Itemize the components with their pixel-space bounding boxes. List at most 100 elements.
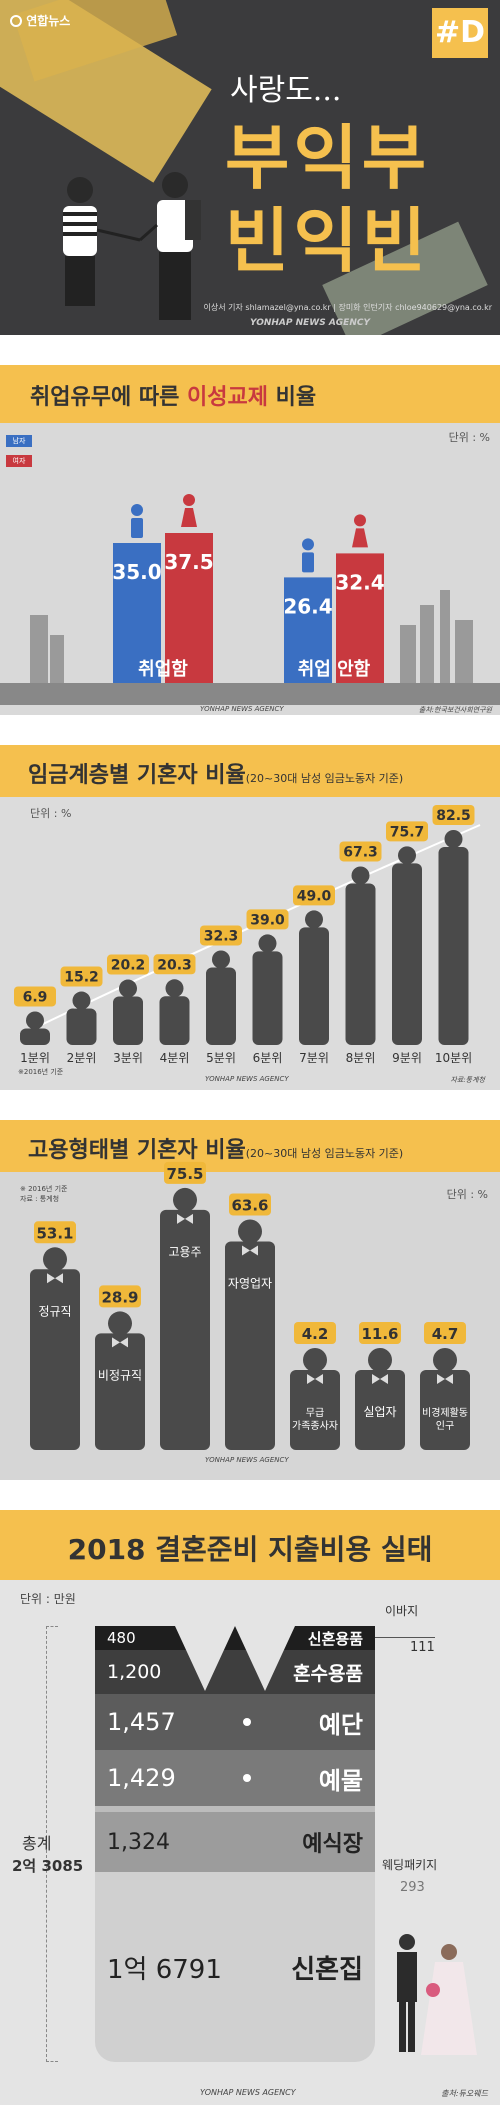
data-label: 20.3 xyxy=(157,957,192,973)
button-dot xyxy=(243,1718,252,1726)
bow-tie-icon xyxy=(47,1273,63,1284)
value-badge xyxy=(107,954,149,975)
category-label: 9분위 xyxy=(392,1051,422,1065)
couple-illustration xyxy=(63,172,201,320)
category-label: 취업 안함 xyxy=(298,658,371,680)
building-icon xyxy=(30,615,48,683)
bar xyxy=(20,1028,50,1045)
value-badge xyxy=(246,909,289,930)
cost-stack: 480 신혼용품 1,200 혼수용품 1,457 예단 1,429 예물 1,… xyxy=(95,1626,375,2062)
value-badge xyxy=(293,885,335,906)
data-label: 75.7 xyxy=(390,824,425,840)
agency-mark: YONHAP NEWS AGENCY xyxy=(205,1075,289,1083)
person-head-icon xyxy=(212,950,230,969)
person-icon xyxy=(131,518,143,538)
person-head-icon xyxy=(72,991,91,1010)
dating-rate-chart: 35.0 37.5 26.432.4 취업함 취업 안함 xyxy=(0,494,500,705)
section3-title-bar: 고용형태별 기혼자 비율(20~30대 남성 임금노동자 기준) xyxy=(0,1120,500,1172)
data-label: 11.6 xyxy=(361,1325,398,1343)
cost-row: 1,200 혼수용품 xyxy=(95,1650,375,1694)
person-head-icon xyxy=(368,1348,392,1372)
person-head-icon xyxy=(351,866,370,885)
bride-groom-illustration xyxy=(397,1934,477,2055)
total-label: 총계 xyxy=(22,1834,52,1853)
bar xyxy=(355,1370,405,1450)
person-head-icon xyxy=(444,830,463,848)
bow-tie-icon xyxy=(112,1337,128,1348)
ibaji-value: 111 xyxy=(410,1640,435,1655)
category-label: 가족종사자 xyxy=(292,1420,338,1432)
legend-female: 여자 xyxy=(6,455,32,467)
header-section: 연합뉴스 #D 사랑도... 부익부 빈익빈 이상서 기자 shlamazel@… xyxy=(0,0,500,335)
wage-marriage-chart: 6.9 1분위 15.2 2분위 20.2 3분위 20.3 4분위 32.3 5분위 39.0 6분… xyxy=(14,805,481,1065)
bar xyxy=(160,1209,210,1450)
data-label: 35.0 xyxy=(112,560,161,584)
category-label: 정규직 xyxy=(38,1304,71,1318)
data-label: 32.3 xyxy=(204,928,239,944)
cost-row: 1,457 예단 xyxy=(95,1694,375,1750)
section2-title-bar: 임금계층별 기혼자 비율(20~30대 남성 임금노동자 기준) xyxy=(0,745,500,797)
category-label: 자영업자 xyxy=(228,1276,272,1290)
legend-male: 남자 xyxy=(6,435,32,447)
employment-marriage-section: 고용형태별 기혼자 비율(20~30대 남성 임금노동자 기준) ※ 2016년… xyxy=(0,1120,500,1480)
bar xyxy=(345,883,376,1045)
value-badge xyxy=(99,1285,141,1308)
person-head-icon xyxy=(258,934,277,953)
data-label: 49.0 xyxy=(297,888,332,904)
total-value: 2억 3085 xyxy=(12,1857,84,1875)
unit-label: 단위 : % xyxy=(30,807,72,820)
wage-marriage-section: 임금계층별 기혼자 비율(20~30대 남성 임금노동자 기준) 단위 : % … xyxy=(0,745,500,1090)
agency-mark: YONHAP NEWS AGENCY xyxy=(200,2088,296,2097)
value-badge xyxy=(34,1221,76,1244)
person-icon xyxy=(131,504,143,516)
value-badge xyxy=(424,1322,466,1344)
bar xyxy=(165,533,213,683)
category-label: 7분위 xyxy=(299,1051,329,1065)
person-icon xyxy=(302,552,314,573)
building-icon xyxy=(50,635,64,683)
person-icon xyxy=(183,494,195,506)
ibaji-line xyxy=(375,1637,435,1638)
person-head-icon xyxy=(26,1011,44,1030)
person-head-icon xyxy=(43,1247,67,1272)
value-badge xyxy=(229,1193,271,1216)
bar xyxy=(438,847,469,1045)
person-icon xyxy=(181,508,197,527)
bar xyxy=(392,863,422,1045)
data-label: 6.9 xyxy=(23,989,48,1005)
person-head-icon xyxy=(108,1311,132,1336)
bar xyxy=(420,1370,470,1450)
bar xyxy=(299,927,329,1045)
person-head-icon xyxy=(119,979,137,998)
category-label: 취업함 xyxy=(138,658,188,680)
bow-tie-icon xyxy=(437,1374,453,1384)
data-label: 4.7 xyxy=(432,1325,459,1343)
bar xyxy=(225,1241,275,1450)
person-head-icon xyxy=(173,1187,197,1212)
bar xyxy=(206,967,236,1045)
unit-label: 단위 : % xyxy=(448,431,490,444)
header-title-line2: 빈익빈 xyxy=(225,200,431,282)
category-label: 1분위 xyxy=(20,1051,50,1065)
category-label: 3분위 xyxy=(113,1051,143,1065)
bar xyxy=(95,1333,145,1450)
data-label: 75.5 xyxy=(166,1165,203,1183)
data-label: 15.2 xyxy=(64,970,99,986)
value-badge xyxy=(386,821,428,842)
bow-tie-icon xyxy=(307,1374,323,1384)
badge: #D xyxy=(432,8,488,58)
cost-row: 1,429 예물 xyxy=(95,1750,375,1806)
category-label: 무급 xyxy=(306,1407,324,1419)
cost-row: 1억 6791 신혼집 xyxy=(95,1872,375,2062)
data-label: 28.9 xyxy=(101,1288,138,1306)
building-icon xyxy=(440,590,450,683)
value-badge xyxy=(153,954,196,975)
person-head-icon xyxy=(398,846,416,865)
category-label: 고용주 xyxy=(168,1245,201,1259)
person-head-icon xyxy=(433,1348,457,1372)
person-icon xyxy=(352,528,368,548)
category-label: 비경제활동 xyxy=(422,1406,468,1419)
data-label: 4.2 xyxy=(302,1325,329,1343)
category-label: 2분위 xyxy=(67,1051,97,1065)
agency-mark: YONHAP NEWS AGENCY xyxy=(205,1456,289,1464)
